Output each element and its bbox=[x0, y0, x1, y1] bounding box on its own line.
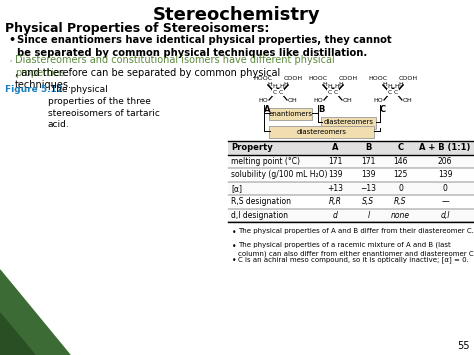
Text: C: C bbox=[388, 90, 392, 95]
Bar bbox=[228, 208, 474, 222]
Text: 125: 125 bbox=[393, 170, 408, 179]
Text: HO: HO bbox=[373, 98, 383, 104]
Text: Property: Property bbox=[231, 143, 273, 152]
Bar bbox=[228, 141, 474, 154]
Text: HOOC: HOOC bbox=[368, 76, 388, 81]
Text: R,S: R,S bbox=[394, 197, 407, 206]
FancyBboxPatch shape bbox=[270, 126, 374, 137]
Text: 139: 139 bbox=[328, 170, 342, 179]
Text: OH: OH bbox=[288, 98, 298, 104]
Text: Diastereomers and constitutional isomers have different physical
properties: Diastereomers and constitutional isomers… bbox=[15, 55, 335, 78]
Text: C: C bbox=[279, 90, 283, 95]
Text: —: — bbox=[441, 197, 449, 206]
Text: ·: · bbox=[8, 55, 12, 69]
Text: R,S designation: R,S designation bbox=[231, 197, 291, 206]
Polygon shape bbox=[0, 313, 35, 355]
Text: solubility (g/100 mL H₂O): solubility (g/100 mL H₂O) bbox=[231, 170, 328, 179]
Text: OH: OH bbox=[343, 98, 353, 104]
Text: diastereomers: diastereomers bbox=[297, 129, 347, 135]
Text: d,l: d,l bbox=[440, 211, 450, 220]
Text: •: • bbox=[232, 228, 237, 237]
Text: diastereomers: diastereomers bbox=[324, 120, 374, 126]
Text: , and therefore can be separated by common physical
techniques.: , and therefore can be separated by comm… bbox=[15, 67, 280, 90]
Text: HOOC: HOOC bbox=[309, 76, 328, 81]
Text: Since enantiomers have identical physical properties, they cannot
be separated b: Since enantiomers have identical physica… bbox=[17, 35, 392, 58]
Text: H: H bbox=[334, 84, 339, 89]
Text: •: • bbox=[8, 35, 15, 45]
Text: A + B (1:1): A + B (1:1) bbox=[419, 143, 471, 152]
Text: Figure 5.12: Figure 5.12 bbox=[5, 85, 63, 94]
Bar bbox=[228, 181, 474, 195]
Text: 146: 146 bbox=[393, 157, 408, 166]
Text: [α]: [α] bbox=[231, 184, 242, 193]
Text: 171: 171 bbox=[361, 157, 376, 166]
Text: The physical properties of a racemic mixture of A and B (last
column) can also d: The physical properties of a racemic mix… bbox=[238, 242, 474, 257]
Text: 0: 0 bbox=[443, 184, 447, 193]
Text: 0: 0 bbox=[398, 184, 403, 193]
Text: C: C bbox=[273, 90, 277, 95]
Text: C: C bbox=[334, 90, 338, 95]
Text: none: none bbox=[391, 211, 410, 220]
Text: •: • bbox=[232, 242, 237, 251]
Text: H: H bbox=[272, 84, 277, 89]
Text: HOOC: HOOC bbox=[254, 76, 273, 81]
Text: COOH: COOH bbox=[283, 76, 302, 81]
Text: The physical
properties of the three
stereoisomers of tartaric
acid.: The physical properties of the three ste… bbox=[48, 85, 160, 130]
Text: A: A bbox=[332, 143, 338, 152]
Text: H: H bbox=[387, 84, 392, 89]
Text: 171: 171 bbox=[328, 157, 342, 166]
Text: COOH: COOH bbox=[399, 76, 418, 81]
Text: •: • bbox=[232, 256, 237, 265]
Text: H: H bbox=[283, 82, 288, 87]
Text: H: H bbox=[327, 84, 332, 89]
Text: 55: 55 bbox=[457, 341, 470, 351]
Text: HO: HO bbox=[313, 98, 323, 104]
Text: B: B bbox=[365, 143, 372, 152]
Text: COOH: COOH bbox=[338, 76, 357, 81]
Text: l: l bbox=[367, 211, 370, 220]
Text: C: C bbox=[328, 90, 332, 95]
Text: The physical properties of A and B differ from their diastereomer C.: The physical properties of A and B diffe… bbox=[238, 228, 474, 234]
Text: Physical Properties of Stereoisomers:: Physical Properties of Stereoisomers: bbox=[5, 22, 269, 35]
Text: C: C bbox=[394, 90, 398, 95]
Text: 139: 139 bbox=[361, 170, 376, 179]
Text: H: H bbox=[338, 82, 343, 87]
Polygon shape bbox=[0, 270, 70, 355]
Text: H: H bbox=[399, 82, 403, 87]
Text: H: H bbox=[279, 84, 284, 89]
Text: H: H bbox=[394, 84, 399, 89]
Text: HO: HO bbox=[258, 98, 268, 104]
FancyBboxPatch shape bbox=[270, 108, 312, 120]
Text: H: H bbox=[383, 82, 387, 87]
Text: enantiomers: enantiomers bbox=[269, 110, 313, 116]
Text: d: d bbox=[333, 211, 337, 220]
Text: R,R: R,R bbox=[328, 197, 341, 206]
FancyBboxPatch shape bbox=[321, 116, 376, 129]
Text: −13: −13 bbox=[361, 184, 376, 193]
Text: A: A bbox=[264, 105, 271, 114]
Text: melting point (°C): melting point (°C) bbox=[231, 157, 300, 166]
Text: C: C bbox=[397, 143, 403, 152]
Text: 139: 139 bbox=[438, 170, 452, 179]
Text: 206: 206 bbox=[438, 157, 452, 166]
Bar bbox=[228, 154, 474, 168]
Text: C: C bbox=[380, 105, 386, 114]
Text: B: B bbox=[318, 105, 324, 114]
Text: d,l designation: d,l designation bbox=[231, 211, 288, 220]
Text: Stereochemistry: Stereochemistry bbox=[153, 6, 321, 24]
Text: OH: OH bbox=[403, 98, 413, 104]
Text: H: H bbox=[323, 82, 328, 87]
Text: S,S: S,S bbox=[363, 197, 374, 206]
Text: C is an achiral meso compound, so it is optically inactive; [α] = 0.: C is an achiral meso compound, so it is … bbox=[238, 256, 469, 263]
Text: H: H bbox=[268, 82, 273, 87]
Text: +13: +13 bbox=[327, 184, 343, 193]
